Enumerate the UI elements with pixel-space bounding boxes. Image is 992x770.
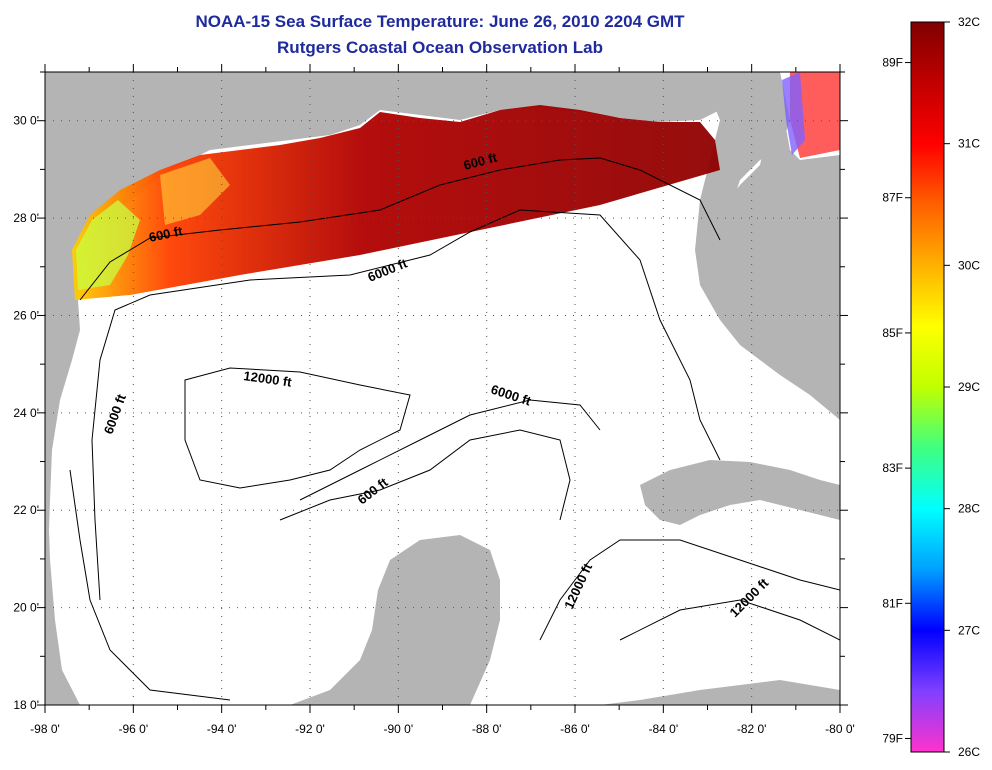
contour-caribbean-inner xyxy=(619,599,840,641)
colorbar-fahrenheit-labels: 89F 87F 85F 83F 81F 79F xyxy=(882,56,911,745)
land-yucatan xyxy=(230,535,840,705)
sst-cool-patch-louisiana xyxy=(160,158,230,225)
sst-atlantic-strip-cool xyxy=(782,72,805,155)
y-tick-label: 28 0' xyxy=(13,211,39,225)
x-tick-label: -80 0' xyxy=(825,722,855,736)
colorbar-celsius-labels: 32C 31C 30C 29C 28C 27C 26C xyxy=(944,15,980,759)
contour-label-12000ft-center: 12000 ft xyxy=(243,368,294,390)
contour-12000ft-caribbean xyxy=(539,539,840,641)
colorbar xyxy=(910,21,945,753)
contour-6000ft-mid xyxy=(299,399,601,501)
x-tick-label: -82 0' xyxy=(737,722,767,736)
colorbar-label-c: 32C xyxy=(958,15,980,29)
colorbar-label-c: 27C xyxy=(958,623,980,637)
y-tick-label: 18 0' xyxy=(13,698,39,712)
bathymetry-contours xyxy=(69,157,840,701)
contour-label-600ft-west: 600 ft xyxy=(148,223,185,245)
x-tick-label: -96 0' xyxy=(119,722,149,736)
contour-600ft-yucatan xyxy=(279,429,571,521)
x-tick-label: -92 0' xyxy=(295,722,325,736)
y-tick-label: 24 0' xyxy=(13,406,39,420)
colorbar-label-c: 30C xyxy=(958,258,980,272)
x-tick-label: -84 0' xyxy=(649,722,679,736)
contour-12000ft xyxy=(184,367,411,489)
x-tick-label: -86 0' xyxy=(560,722,590,736)
latitude-axis: 18 0' 20 0' 22 0' 24 0' 26 0' 28 0' 30 0' xyxy=(13,71,848,712)
colorbar-label-f: 85F xyxy=(882,326,903,340)
x-tick-label: -90 0' xyxy=(384,722,414,736)
contour-west-shelf xyxy=(69,469,231,701)
y-tick-label: 30 0' xyxy=(13,114,39,128)
x-tick-label: -98 0' xyxy=(30,722,60,736)
land-florida xyxy=(695,72,840,420)
y-tick-label: 20 0' xyxy=(13,601,39,615)
colorbar-label-f: 89F xyxy=(882,56,903,70)
x-tick-label: -88 0' xyxy=(472,722,502,736)
colorbar-label-f: 79F xyxy=(882,731,903,745)
colorbar-label-f: 81F xyxy=(882,596,903,610)
colorbar-label-c: 31C xyxy=(958,137,980,151)
land-cuba xyxy=(640,460,840,525)
map-title: NOAA-15 Sea Surface Temperature: June 26… xyxy=(195,12,685,31)
land-mexico xyxy=(45,300,80,705)
sst-cool-patch-texas xyxy=(76,200,140,290)
colorbar-label-f: 83F xyxy=(882,461,903,475)
longitude-axis: -98 0' -96 0' -94 0' -92 0' -90 0' -88 0' -86 … xyxy=(30,64,855,736)
y-tick-label: 22 0' xyxy=(13,503,39,517)
land-us-gulf-coast xyxy=(45,72,840,705)
map-subtitle: Rutgers Coastal Ocean Observation Lab xyxy=(277,38,603,57)
sst-data-swath xyxy=(72,105,720,300)
contour-600ft-north xyxy=(79,157,721,301)
colorbar-label-f: 87F xyxy=(882,191,903,205)
y-tick-label: 26 0' xyxy=(13,308,39,322)
colorbar-label-c: 26C xyxy=(958,745,980,759)
contour-6000ft-outer xyxy=(91,209,721,601)
x-tick-label: -94 0' xyxy=(207,722,237,736)
colorbar-label-c: 29C xyxy=(958,380,980,394)
colorbar-label-c: 28C xyxy=(958,502,980,516)
